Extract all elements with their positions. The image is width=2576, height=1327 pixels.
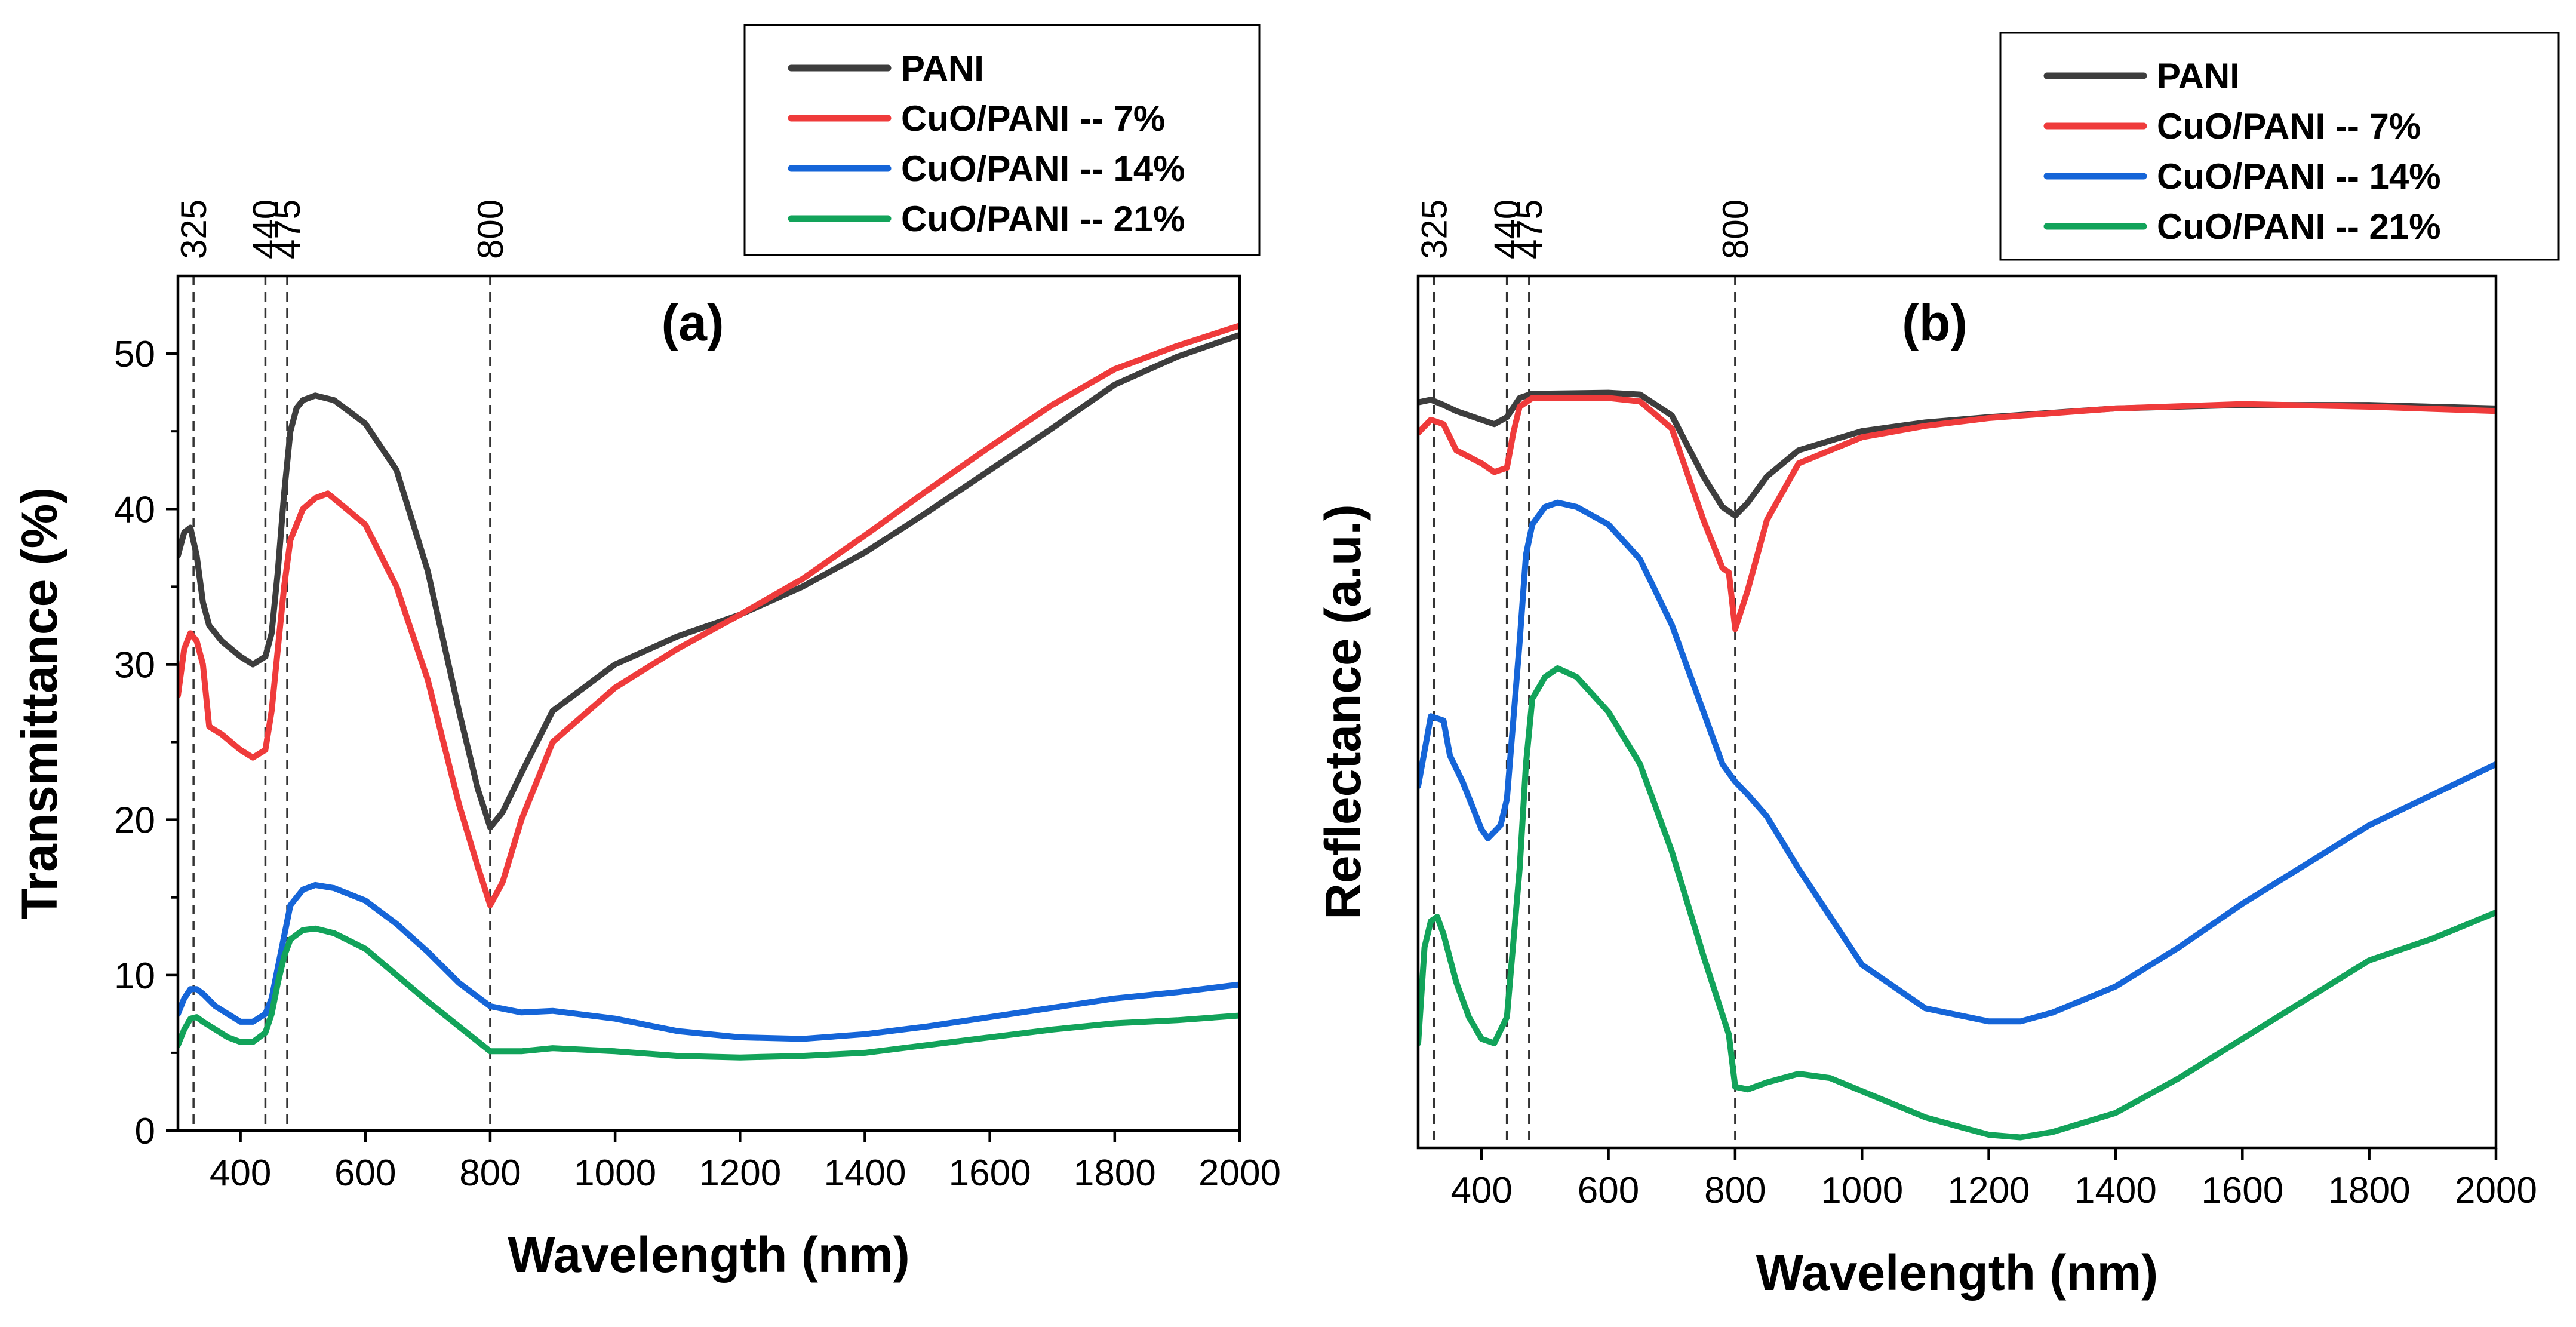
- panel-a-y-tick-label-10: 10: [114, 956, 155, 997]
- panel-b-x-axis-title: Wavelength (nm): [1756, 1245, 2159, 1301]
- panel-a-x-tick-label-1800: 1800: [1074, 1153, 1156, 1194]
- panel-b-legend-box: [1999, 32, 2560, 261]
- panel-a-x-tick-label-1400: 1400: [824, 1153, 906, 1194]
- panel-a-legend: PANI CuO/PANI -- 7% CuO/PANI -- 14% CuO/PAN…: [743, 24, 1261, 256]
- panel-b-ref-label-800: 800: [1716, 199, 1756, 259]
- panel-a-ref-label-800: 800: [471, 199, 511, 259]
- panel-a-x-tick-label-600: 600: [334, 1153, 396, 1194]
- panel-a-x-tick-label-400: 400: [210, 1153, 271, 1194]
- panel-b-x-tick-label-600: 600: [1578, 1170, 1639, 1211]
- panel-a-x-tick-label-1000: 1000: [574, 1153, 656, 1194]
- panel-b-x-tick-label-1600: 1600: [2201, 1170, 2283, 1211]
- panel-a-series-pani: [178, 331, 1240, 831]
- panel-a-x-axis-title: Wavelength (nm): [508, 1227, 910, 1283]
- panel-a-x-tick-label-1600: 1600: [949, 1153, 1031, 1194]
- panel-a-y-tick-label-50: 50: [114, 334, 155, 375]
- panel-b-x-tick-label-1000: 1000: [1821, 1170, 1903, 1211]
- panel-a-ref-label-475: 475: [268, 199, 308, 259]
- panel-a-y-tick-label-0: 0: [135, 1111, 155, 1152]
- panel-a-series-cuo-pani-21: [178, 925, 1240, 1061]
- panel-a-x-tick-label-800: 800: [459, 1153, 521, 1194]
- panel-a-x-tick-label-1200: 1200: [699, 1153, 781, 1194]
- panel-a-legend-label-cuo-pani-14: CuO/PANI -- 14%: [901, 149, 1185, 189]
- panel-b-series-cuo-pani-14: [1418, 499, 2496, 1025]
- panel-b-x-tick-label-1800: 1800: [2328, 1170, 2411, 1211]
- panel-a-y-tick-label-30: 30: [114, 644, 155, 686]
- panel-b-x-tick-label-400: 400: [1450, 1170, 1512, 1211]
- panel-a-label: (a): [661, 294, 724, 352]
- panel-b-plot-frame: [1416, 274, 2498, 1150]
- panel-a-legend-label-pani: PANI: [901, 48, 984, 88]
- panel-b-legend-label-cuo-pani-21: CuO/PANI -- 21%: [2157, 207, 2441, 247]
- panel-b-ref-label-475: 475: [1510, 199, 1550, 259]
- panel-b-legend-label-cuo-pani-7: CuO/PANI -- 7%: [2157, 106, 2421, 146]
- panel-a-legend-label-cuo-pani-7: CuO/PANI -- 7%: [901, 99, 1165, 139]
- panel-a-x-tick-label-2000: 2000: [1198, 1153, 1281, 1194]
- panel-b-legend-label-pani: PANI: [2157, 56, 2240, 96]
- panel-a-y-axis-title: Transmittance (%): [11, 487, 67, 920]
- panel-a-ref-label-440: 440: [245, 199, 285, 259]
- panel-b-x-tick-label-1200: 1200: [1948, 1170, 2030, 1211]
- panel-b-series-pani: [1418, 389, 2496, 519]
- panel-a-y-tick-label-20: 20: [114, 800, 155, 841]
- panel-b-legend: PANI CuO/PANI -- 7% CuO/PANI -- 14% CuO/PAN…: [1999, 32, 2560, 261]
- panel-b-legend-label-cuo-pani-14: CuO/PANI -- 14%: [2157, 156, 2441, 196]
- panel-b-ref-label-440: 440: [1487, 199, 1527, 259]
- panel-a-series-cuo-pani-14: [178, 881, 1240, 1042]
- panel-b-y-axis-title: Reflectance (a.u.): [1315, 504, 1371, 920]
- panel-b-x-tick-label-1400: 1400: [2074, 1170, 2157, 1211]
- panel-b-label: (b): [1902, 294, 1968, 352]
- panel-a-series-cuo-pani-7: [178, 322, 1240, 908]
- panel-b-x-tick-label-800: 800: [1704, 1170, 1766, 1211]
- panel-a-plot-frame: [176, 274, 1241, 1132]
- panel-a-ref-label-325: 325: [174, 199, 214, 259]
- panel-b-ref-label-325: 325: [1415, 199, 1455, 259]
- panel-a-y-tick-label-40: 40: [114, 489, 155, 530]
- panel-b-series-cuo-pani-7: [1418, 395, 2496, 632]
- panel-b-series-cuo-pani-21: [1418, 665, 2496, 1141]
- panel-b-x-tick-label-2000: 2000: [2455, 1170, 2537, 1211]
- panel-a-legend-label-cuo-pani-21: CuO/PANI -- 21%: [901, 199, 1185, 239]
